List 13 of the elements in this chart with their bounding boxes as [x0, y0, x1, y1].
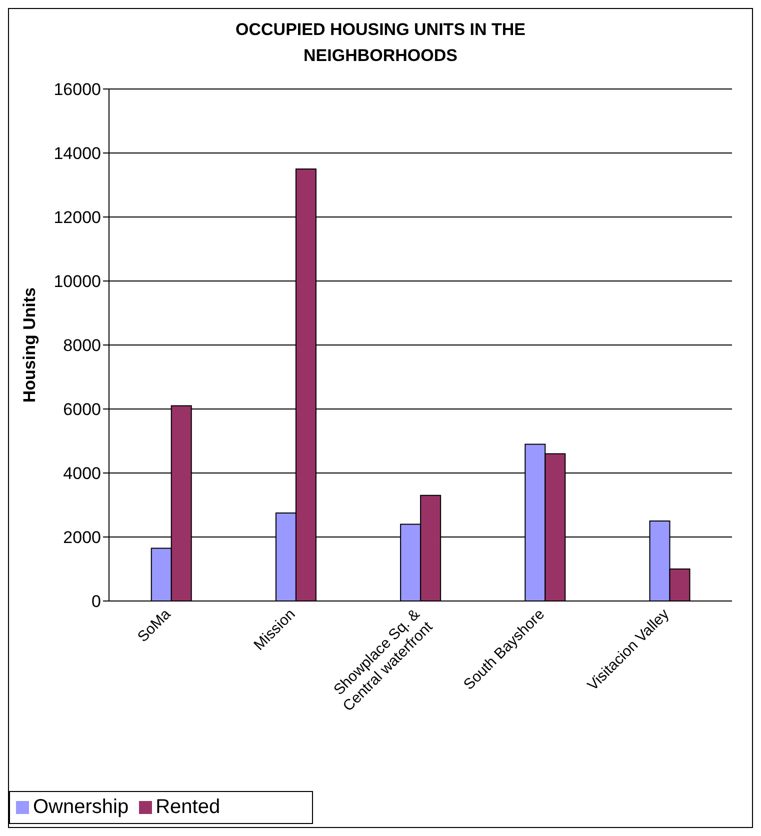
y-tick-label: 10000 — [54, 272, 101, 292]
y-tick-label: 6000 — [63, 400, 101, 420]
y-tick-label: 16000 — [54, 80, 101, 100]
legend-label: Ownership — [33, 796, 129, 818]
y-tick-label: 12000 — [54, 208, 101, 228]
chart-title: OCCUPIED HOUSING UNITS IN THE NEIGHBORHOODS — [234, 19, 526, 67]
y-axis-title: Housing Units — [20, 287, 40, 403]
y-tick-label: 0 — [92, 592, 101, 612]
y-tick-label: 2000 — [63, 528, 101, 548]
y-tick-label: 14000 — [54, 144, 101, 164]
legend-label: Rented — [156, 796, 220, 818]
y-tick-label: 8000 — [63, 336, 101, 356]
y-tick-label: 4000 — [63, 464, 101, 484]
